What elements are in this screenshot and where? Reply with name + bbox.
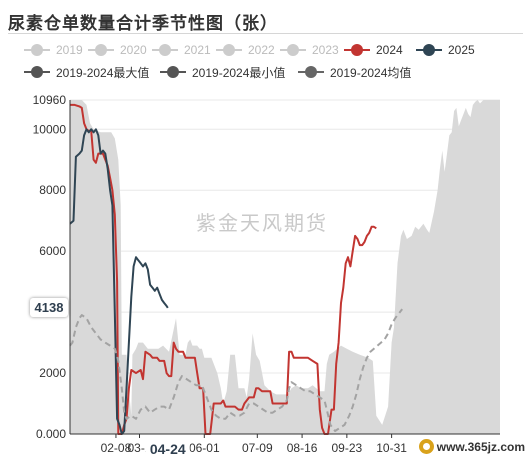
site-logo-icon bbox=[418, 439, 434, 454]
title-divider bbox=[8, 33, 523, 34]
legend-label: 2019-2024最小值 bbox=[192, 65, 286, 80]
site-watermark-text: www.365jz.com bbox=[436, 439, 525, 454]
site-watermark: www.365jz.com bbox=[418, 439, 525, 454]
y-tick-label: 10960 bbox=[33, 93, 67, 107]
current-value-badge: 4138 bbox=[30, 297, 68, 317]
watermark: 紫金天风期货 bbox=[196, 211, 328, 235]
y-axis: 0.00020004000600080001000010960 bbox=[33, 93, 71, 441]
legend-item-y2021[interactable]: 2021 bbox=[152, 40, 211, 60]
legend-symbol-icon bbox=[88, 43, 114, 57]
legend-label: 2021 bbox=[184, 43, 211, 57]
series-layer bbox=[69, 100, 500, 435]
legend-label: 2020 bbox=[120, 43, 147, 57]
legend-item-y2022[interactable]: 2022 bbox=[216, 40, 275, 60]
legend: 2019 2020 2021 2022 2023 2024 2025 2019-2024最大值… bbox=[0, 40, 531, 88]
legend-symbol-icon bbox=[216, 43, 242, 57]
chart-title: 尿素仓单数量合计季节性图（张） bbox=[8, 14, 278, 34]
x-tick-label: 08-16 bbox=[287, 441, 318, 455]
y-tick-label: 8000 bbox=[39, 183, 66, 197]
current-date-label: 04-24 bbox=[150, 441, 186, 457]
x-tick-label: 10-31 bbox=[376, 441, 407, 455]
legend-item-avg[interactable]: 2019-2024均值 bbox=[298, 62, 411, 82]
legend-symbol-icon bbox=[298, 65, 324, 79]
series-y2025-line bbox=[69, 128, 169, 435]
series-avg-line bbox=[69, 308, 403, 432]
legend-symbol-icon bbox=[152, 43, 178, 57]
x-tick-label: 02-08 bbox=[101, 441, 132, 455]
legend-label: 2019-2024最大值 bbox=[56, 65, 150, 80]
legend-item-y2024[interactable]: 2024 bbox=[344, 40, 403, 60]
current-date-bg bbox=[145, 437, 190, 459]
legend-label: 2023 bbox=[312, 43, 339, 57]
legend-symbol-icon bbox=[24, 65, 50, 79]
legend-item-max[interactable]: 2019-2024最大值 bbox=[24, 62, 149, 82]
series-y2024-line bbox=[70, 103, 377, 435]
y-tick-label: 6000 bbox=[39, 244, 66, 258]
legend-symbol-icon bbox=[344, 43, 370, 57]
legend-item-y2019[interactable]: 2019 bbox=[24, 40, 83, 60]
legend-label: 2025 bbox=[448, 43, 475, 57]
legend-label: 2019 bbox=[56, 43, 83, 57]
legend-label: 2022 bbox=[248, 43, 275, 57]
legend-item-y2020[interactable]: 2020 bbox=[88, 40, 147, 60]
legend-item-min[interactable]: 2019-2024最小值 bbox=[160, 62, 285, 82]
y-tick-label: 2000 bbox=[39, 366, 66, 380]
legend-label: 2019-2024均值 bbox=[330, 65, 412, 80]
y-tick-label: 0.000 bbox=[36, 427, 66, 441]
y-tick-label: 10000 bbox=[33, 122, 67, 136]
legend-item-y2023[interactable]: 2023 bbox=[280, 40, 339, 60]
legend-symbol-icon bbox=[24, 43, 50, 57]
legend-symbol-icon bbox=[160, 65, 186, 79]
legend-symbol-icon bbox=[416, 43, 442, 57]
x-tick-label: 06-01 bbox=[189, 441, 220, 455]
x-tick-label: 09-23 bbox=[331, 441, 362, 455]
legend-symbol-icon bbox=[280, 43, 306, 57]
legend-label: 2024 bbox=[376, 43, 403, 57]
legend-item-y2025[interactable]: 2025 bbox=[416, 40, 475, 60]
x-tick-label: 03-1 bbox=[127, 441, 151, 455]
x-tick-label: 07-09 bbox=[242, 441, 273, 455]
